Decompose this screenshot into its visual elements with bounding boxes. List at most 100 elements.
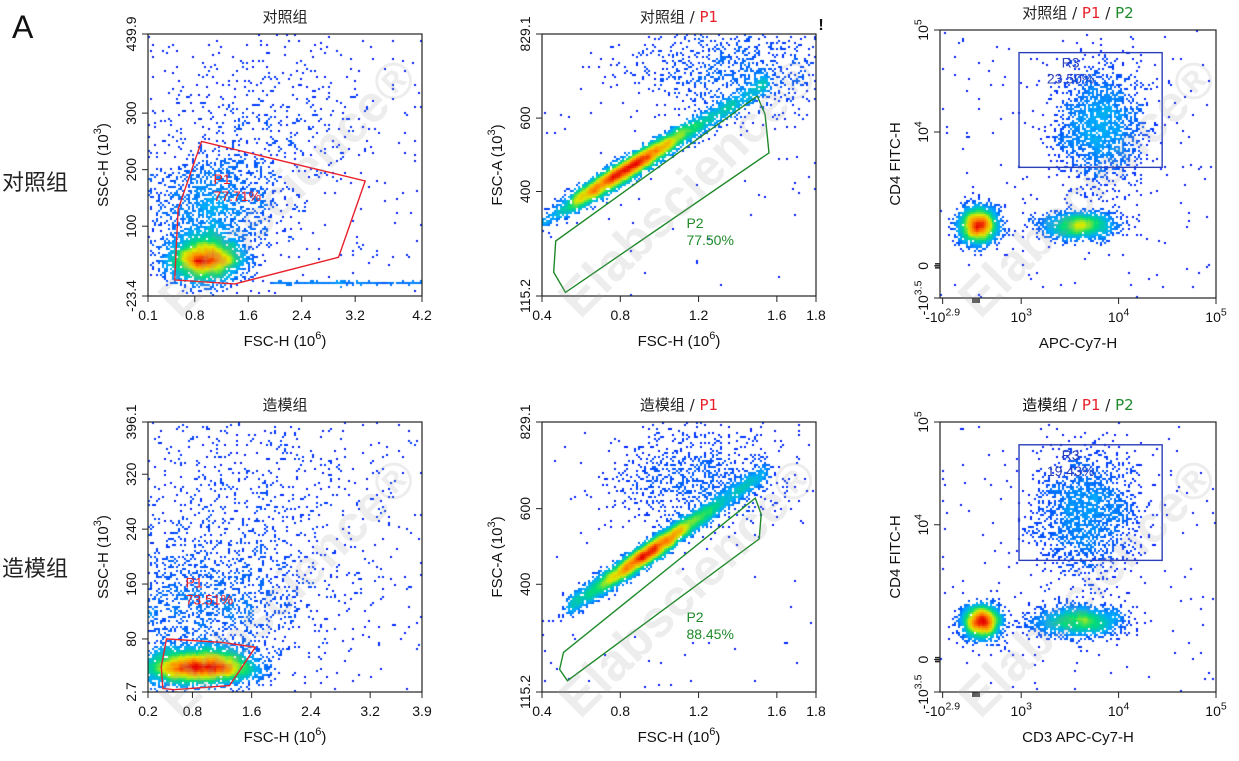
- y-axis-label: SSC-H (103): [92, 123, 112, 207]
- x-tick-label: 3.9: [412, 703, 432, 719]
- x-tick-label: 1.8: [806, 307, 826, 323]
- x-tick-label: 2.4: [301, 703, 321, 719]
- x-tick-label: 104: [1108, 701, 1130, 719]
- y-tick-label: -103.5: [913, 674, 931, 709]
- gate-percent: 19.43%: [1047, 463, 1094, 479]
- y-tick-label: 300: [123, 101, 139, 125]
- x-tick-label: -102.9: [925, 307, 960, 325]
- x-tick-label: 0.8: [611, 703, 631, 719]
- y-tick-label: -103.5: [913, 280, 931, 315]
- density-points: [940, 30, 1216, 298]
- y-tick-label: 105: [913, 411, 931, 433]
- x-tick-label: 0.8: [611, 307, 631, 323]
- x-tick-label: 3.2: [345, 307, 365, 323]
- x-tick-label: -102.9: [925, 701, 960, 719]
- gate-name: R3: [1062, 447, 1080, 463]
- gate-shape: [160, 638, 257, 691]
- panel-6: 造模组 / P1 / P2 -102.9 103 104 105 -103.5 0 104 10…: [887, 396, 1227, 746]
- plot-frame: [541, 33, 817, 297]
- y-axis-label: FSC-A (103): [486, 124, 506, 205]
- x-tick-label: 1.6: [242, 703, 262, 719]
- y-tick-label: 105: [913, 19, 931, 41]
- y-tick-label: 400: [517, 572, 533, 596]
- row-label-model: 造模组: [2, 557, 68, 582]
- y-tick-label: 829.1: [517, 404, 533, 439]
- y-tick-label: 200: [123, 158, 139, 182]
- panel-5: 造模组 / P1 0.4 0.8 1.2 1.6 1.8 115.2 400 600 829.1 F…: [486, 396, 826, 746]
- y-tick-label: 396.1: [123, 404, 139, 439]
- panel-4: 造模组 0.2 0.8 1.6 2.4 3.2 3.9 2.7 80 160 240 320 396.1…: [92, 396, 432, 746]
- plot-frame: [541, 421, 817, 693]
- gate-name: P2: [686, 215, 703, 231]
- x-tick-label: 0.8: [183, 703, 203, 719]
- x-tick-label: 105: [1205, 307, 1227, 325]
- x-axis-label: FSC-H (106): [244, 726, 327, 746]
- panel-title: 造模组 / P1 / P2: [1022, 396, 1133, 414]
- panel-title: 造模组 / P1: [640, 396, 718, 414]
- gate-shape: [558, 496, 762, 682]
- x-tick-label: 105: [1205, 701, 1227, 719]
- x-tick-label: 104: [1108, 307, 1130, 325]
- x-tick-label: 1.6: [239, 307, 259, 323]
- x-tick-label: 1.2: [689, 703, 709, 719]
- x-tick-label: 4.2: [412, 307, 432, 323]
- y-tick-label: 0: [915, 262, 931, 270]
- gate-percent: 23.50%: [1047, 71, 1094, 87]
- row-label-control: 对照组: [2, 171, 68, 196]
- y-tick-label: 400: [517, 180, 533, 204]
- plot-frame: [147, 33, 423, 297]
- y-tick-label: -23.4: [123, 280, 139, 312]
- plot-frame: [939, 29, 1217, 299]
- density-points: [148, 422, 422, 692]
- x-tick-label: 0.2: [138, 703, 158, 719]
- y-axis-label: SSC-H (103): [92, 515, 112, 599]
- density-points: [940, 422, 1216, 692]
- y-tick-label: 829.1: [517, 16, 533, 51]
- y-tick-label: 240: [123, 517, 139, 541]
- y-tick-label: 104: [913, 514, 931, 536]
- panel-2: 对照组 / P1 ! 0.4 0.8 1.2 1.6 1.8 115.2 400 600 829.1…: [486, 8, 826, 350]
- panel-grid: 对照组 0.1 0.8 1.6 2.4 3.2 4.2 -23.4 100 200 300 439.9…: [92, 4, 1227, 746]
- x-tick-label: 1.2: [689, 307, 709, 323]
- y-tick-label: 439.9: [123, 16, 139, 51]
- gate-shape: [552, 95, 770, 294]
- x-tick-label: 3.2: [360, 703, 380, 719]
- x-tick-label: 1.6: [767, 703, 787, 719]
- gate-percent: 88.45%: [686, 626, 733, 642]
- y-tick-label: 115.2: [517, 675, 533, 709]
- gate-percent: 77.50%: [686, 232, 733, 248]
- gate-percent: 77.71%: [214, 188, 261, 204]
- gate-name: P1: [186, 574, 203, 590]
- gate-shape: [173, 140, 367, 285]
- y-tick-label: 0: [915, 655, 931, 663]
- y-tick-label: 100: [123, 214, 139, 238]
- x-tick-label: 0.4: [532, 307, 552, 323]
- x-tick-label: 0.1: [138, 307, 158, 323]
- y-axis-label: FSC-A (103): [486, 516, 506, 597]
- panel-3: 对照组 / P1 / P2 -102.9 103 104 105 -103.5 0 104 10…: [887, 4, 1227, 352]
- x-tick-label: 0.4: [532, 703, 552, 719]
- panel-1: 对照组 0.1 0.8 1.6 2.4 3.2 4.2 -23.4 100 200 300 439.9…: [92, 8, 432, 350]
- x-tick-label: 1.6: [767, 307, 787, 323]
- x-tick-label: 103: [1010, 307, 1032, 325]
- x-axis-label: FSC-H (106): [638, 330, 721, 350]
- y-tick-label: 80: [123, 631, 139, 647]
- x-tick-label: 0.8: [185, 307, 205, 323]
- x-tick-label: 2.4: [292, 307, 312, 323]
- y-axis-label: CD4 FITC-H: [887, 122, 904, 205]
- panel-title: 对照组 / P1: [640, 8, 718, 26]
- y-tick-label: 600: [517, 106, 533, 130]
- gate-percent: 73.51%: [186, 591, 233, 607]
- gate-name: R3: [1062, 55, 1080, 71]
- corner-mark: !: [818, 17, 823, 34]
- gate-shape: [1018, 51, 1163, 169]
- y-tick-label: 320: [123, 462, 139, 486]
- x-tick-label: 103: [1010, 701, 1032, 719]
- x-tick-label: 1.8: [806, 703, 826, 719]
